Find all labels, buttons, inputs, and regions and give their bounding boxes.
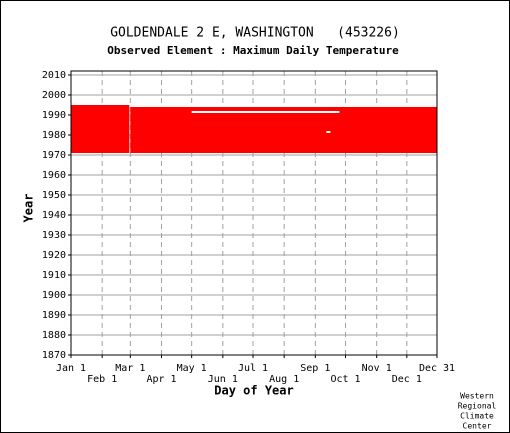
y-tick-label: 1950 bbox=[42, 190, 66, 201]
x-tick-label: Oct 1 bbox=[330, 374, 360, 385]
x-tick-label: Dec 1 bbox=[392, 374, 422, 385]
x-tick-label: Feb 1 bbox=[87, 374, 117, 385]
x-tick-label: Dec 31 bbox=[419, 363, 455, 374]
x-tick-label: Jul 1 bbox=[238, 363, 268, 374]
plot-border bbox=[70, 70, 438, 356]
x-tick-label: Mar 1 bbox=[115, 363, 145, 374]
footer-line: Center bbox=[463, 422, 492, 431]
x-tick-label: Apr 1 bbox=[146, 374, 176, 385]
x-tick-label: Jan 1 bbox=[56, 363, 86, 374]
y-tick-label: 1900 bbox=[42, 290, 66, 301]
y-tick-label: 2000 bbox=[42, 90, 66, 101]
y-tick-label: 1980 bbox=[42, 130, 66, 141]
y-tick-label: 1990 bbox=[42, 110, 66, 121]
y-tick-label: 1960 bbox=[42, 170, 66, 181]
footer-line: Regional bbox=[458, 402, 497, 411]
y-tick-label: 1880 bbox=[42, 330, 66, 341]
data-range bbox=[71, 105, 130, 153]
x-axis-label: Day of Year bbox=[214, 384, 293, 398]
y-tick-label: 1910 bbox=[42, 270, 66, 281]
y-tick-label: 1930 bbox=[42, 230, 66, 241]
y-tick-label: 1890 bbox=[42, 310, 66, 321]
x-tick-label: May 1 bbox=[177, 363, 207, 374]
y-tick-label: 2010 bbox=[42, 70, 66, 81]
chart-subtitle: Observed Element : Maximum Daily Tempera… bbox=[107, 44, 399, 57]
x-tick-label: Nov 1 bbox=[362, 363, 392, 374]
data-gap bbox=[191, 111, 340, 113]
x-tick-label: Jun 1 bbox=[208, 374, 238, 385]
y-tick-label: 1870 bbox=[42, 350, 66, 361]
y-tick-label: 1940 bbox=[42, 210, 66, 221]
plot: 1870 1880 1890 1900 1910 1920 1930 1940 1950 1960… bbox=[42, 70, 497, 431]
footer-line: Climate bbox=[460, 412, 494, 421]
footer-line: Western bbox=[460, 392, 494, 401]
x-tick-label: Aug 1 bbox=[269, 374, 299, 385]
x-tick-label: Sep 1 bbox=[300, 363, 330, 374]
data-range bbox=[130, 107, 438, 153]
y-tick-label: 1920 bbox=[42, 250, 66, 261]
data-gap bbox=[326, 131, 331, 133]
y-axis-label: Year bbox=[22, 194, 36, 223]
y-tick-label: 1970 bbox=[42, 150, 66, 161]
chart-title: GOLDENDALE 2 E, WASHINGTON (453226) bbox=[110, 26, 400, 41]
